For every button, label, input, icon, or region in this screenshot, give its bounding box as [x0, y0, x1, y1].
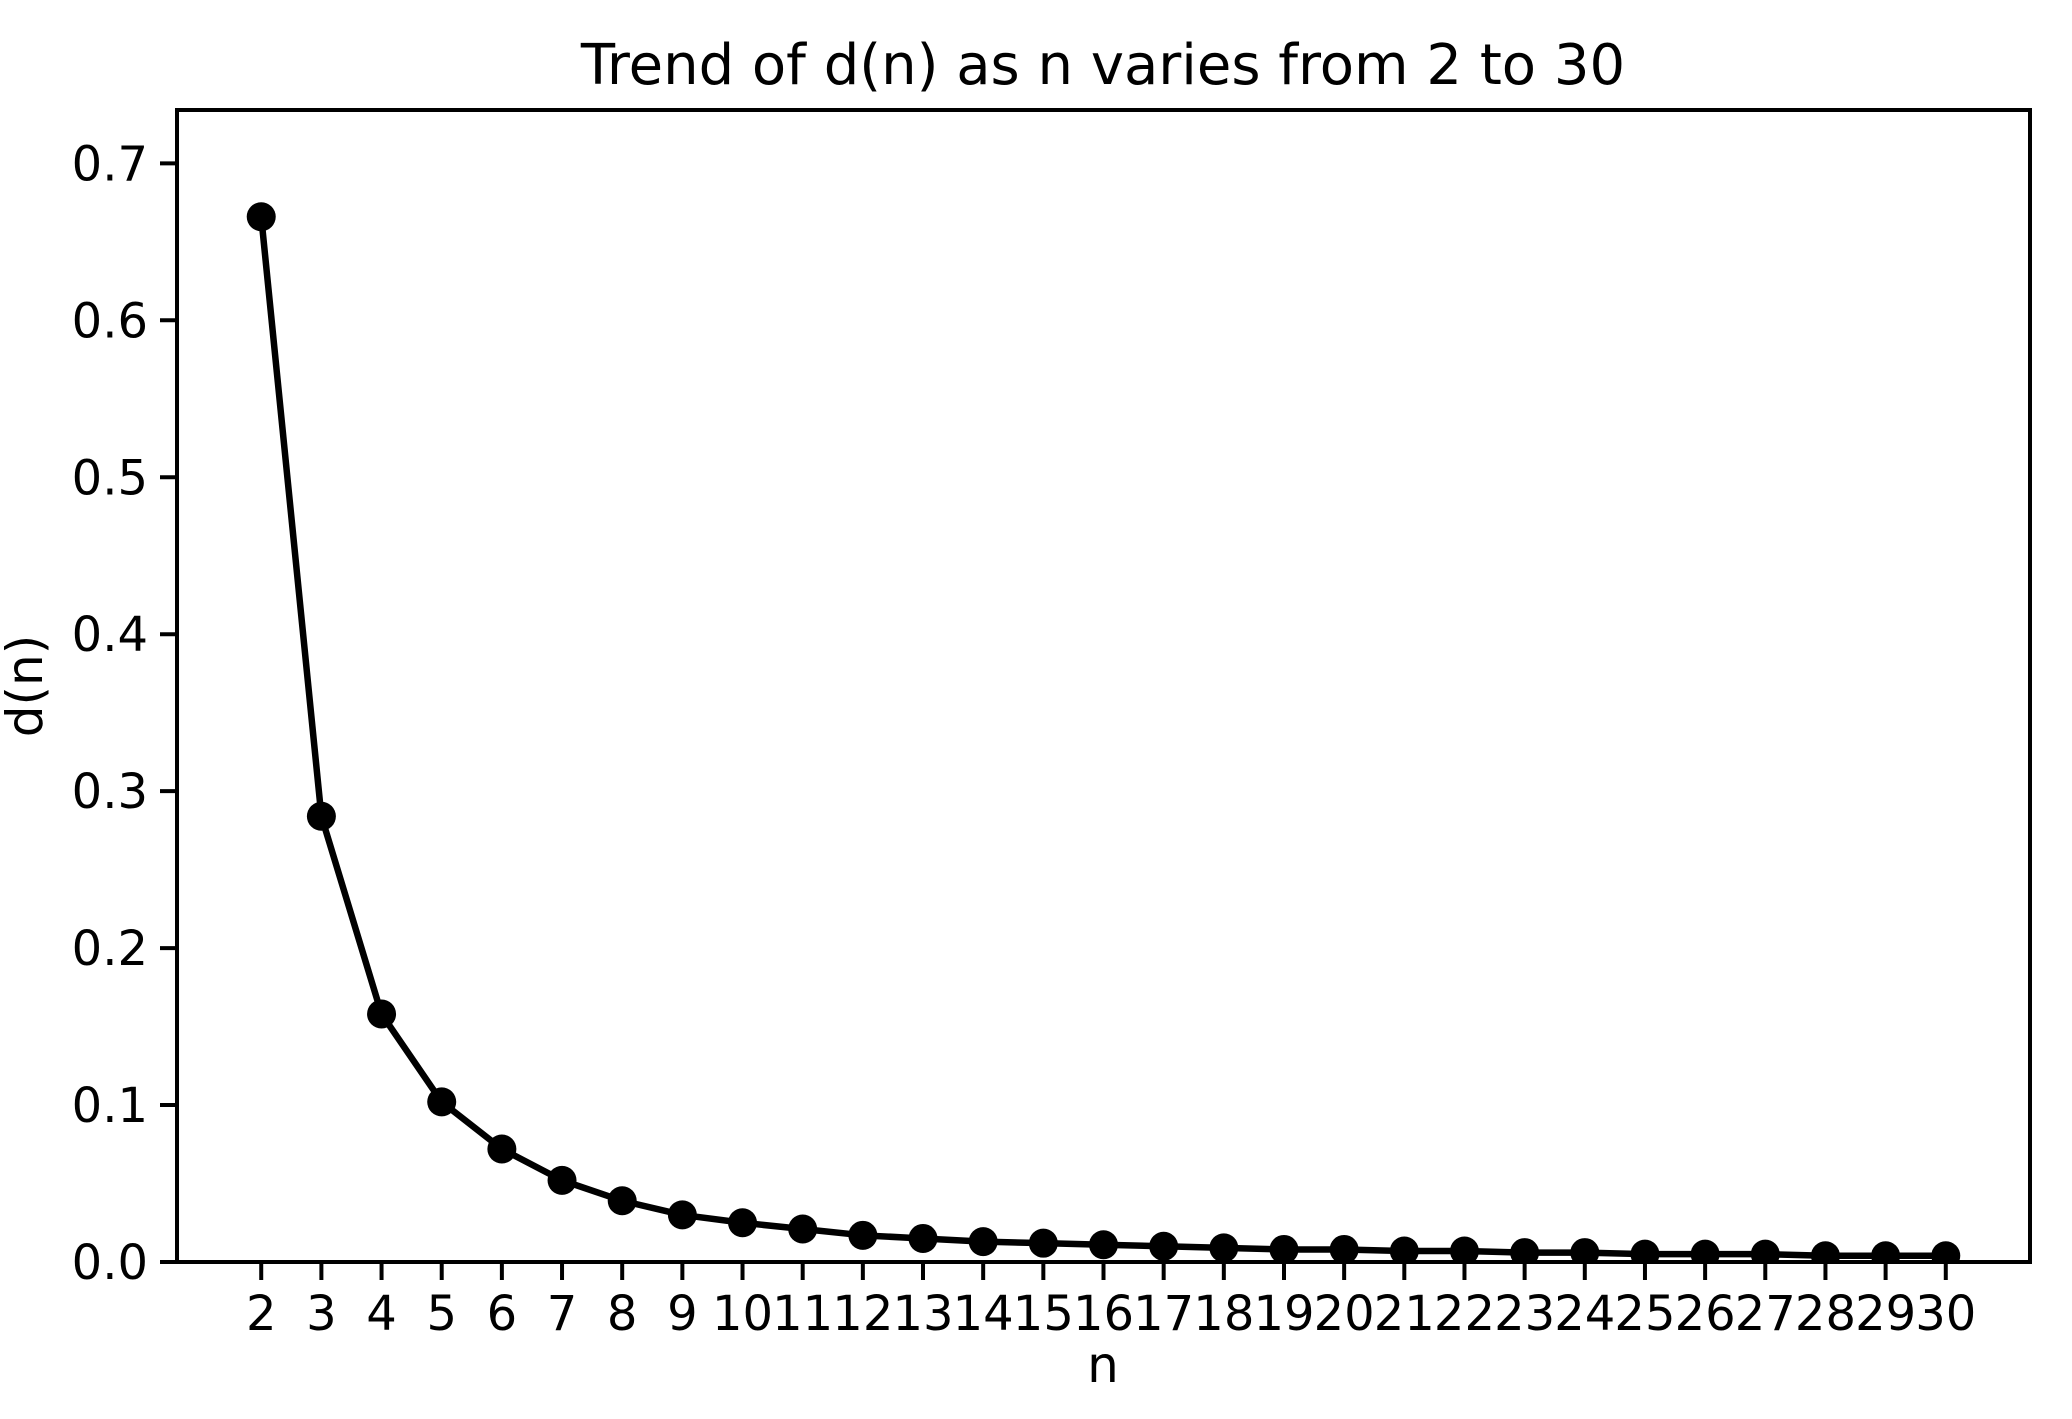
series-line [257, 213, 1950, 1259]
data-point-marker [1329, 1234, 1359, 1264]
data-point-marker [487, 1134, 517, 1164]
x-tick-label: 24 [1554, 1286, 1615, 1342]
x-tick-label: 19 [1253, 1286, 1314, 1342]
x-tick-label: 22 [1434, 1286, 1495, 1342]
data-point-marker [1269, 1234, 1299, 1264]
data-point-marker [1149, 1231, 1179, 1261]
x-tick-label: 8 [607, 1286, 638, 1342]
y-tick-label: 0.6 [72, 293, 148, 349]
plot-area-border [175, 108, 2032, 1264]
y-tick-label: 0.2 [72, 921, 148, 977]
x-tick-label: 10 [712, 1286, 773, 1342]
data-point-marker [1750, 1239, 1780, 1264]
x-tick-label: 26 [1675, 1286, 1736, 1342]
x-tick-label: 17 [1133, 1286, 1194, 1342]
chart-title: Trend of d(n) as n varies from 2 to 30 [580, 33, 1625, 98]
x-tick-label: 7 [547, 1286, 578, 1342]
y-tick-label: 0.0 [72, 1235, 148, 1291]
data-point-marker [1028, 1228, 1058, 1258]
x-tick-label: 29 [1855, 1286, 1916, 1342]
x-tick-label: 23 [1494, 1286, 1555, 1342]
y-tick-label: 0.7 [72, 136, 148, 192]
data-point-marker [1810, 1241, 1840, 1264]
x-axis-label: n [1087, 1336, 1119, 1394]
data-point-marker [1089, 1230, 1118, 1260]
x-tick-label: 21 [1374, 1286, 1435, 1342]
data-point-marker [547, 1165, 577, 1195]
data-point-marker [788, 1214, 818, 1244]
data-point-marker [607, 1186, 637, 1216]
data-series-dn [246, 202, 1961, 1264]
data-point-marker [1690, 1239, 1720, 1264]
x-tick-label: 25 [1614, 1286, 1675, 1342]
data-point-marker [908, 1223, 938, 1253]
data-point-marker [728, 1208, 758, 1238]
y-tick-label: 0.3 [72, 764, 148, 820]
x-tick-label: 20 [1314, 1286, 1375, 1342]
data-point-marker [427, 1087, 457, 1117]
x-tick-label: 30 [1915, 1286, 1976, 1342]
data-point-marker [1449, 1236, 1479, 1264]
data-point-marker [1209, 1233, 1239, 1263]
x-tick-label: 16 [1073, 1286, 1134, 1342]
data-point-marker [667, 1200, 697, 1230]
data-point-marker [1510, 1238, 1540, 1264]
y-tick-label: 0.5 [72, 450, 148, 506]
data-point-marker [1570, 1238, 1600, 1264]
y-tick-label: 0.1 [72, 1078, 148, 1134]
data-point-marker [246, 202, 276, 232]
data-point-marker [306, 801, 336, 831]
x-tick-label: 14 [953, 1286, 1014, 1342]
x-tick-label: 15 [1013, 1286, 1074, 1342]
data-point-marker [968, 1227, 998, 1257]
x-tick-label: 18 [1193, 1286, 1254, 1342]
x-tick-label: 12 [832, 1286, 893, 1342]
x-tick-label: 9 [667, 1286, 698, 1342]
x-tick-label: 4 [366, 1286, 397, 1342]
x-tick-label: 27 [1735, 1286, 1796, 1342]
y-axis-ticks: 0.0 0.1 0.2 0.3 0.4 0.5 0.6 0.7 [72, 136, 177, 1291]
data-point-marker [1871, 1241, 1901, 1264]
data-point-marker [1931, 1241, 1961, 1264]
y-axis-label: d(n) [0, 635, 54, 737]
data-point-marker [367, 999, 397, 1029]
y-tick-label: 0.4 [72, 607, 148, 663]
x-tick-label: 28 [1795, 1286, 1856, 1342]
x-tick-label: 11 [772, 1286, 833, 1342]
data-point-marker [1630, 1239, 1660, 1264]
data-point-marker [1389, 1236, 1419, 1264]
x-tick-label: 5 [426, 1286, 457, 1342]
x-tick-label: 13 [892, 1286, 953, 1342]
x-tick-label: 3 [306, 1286, 337, 1342]
x-tick-label: 6 [487, 1286, 518, 1342]
data-point-marker [848, 1220, 878, 1250]
x-axis-ticks: 2 3 4 5 6 7 8 9 10 11 12 13 14 15 16 17 18 19 20 21 22 23 24 25… [246, 1262, 1976, 1342]
x-tick-label: 2 [246, 1286, 277, 1342]
